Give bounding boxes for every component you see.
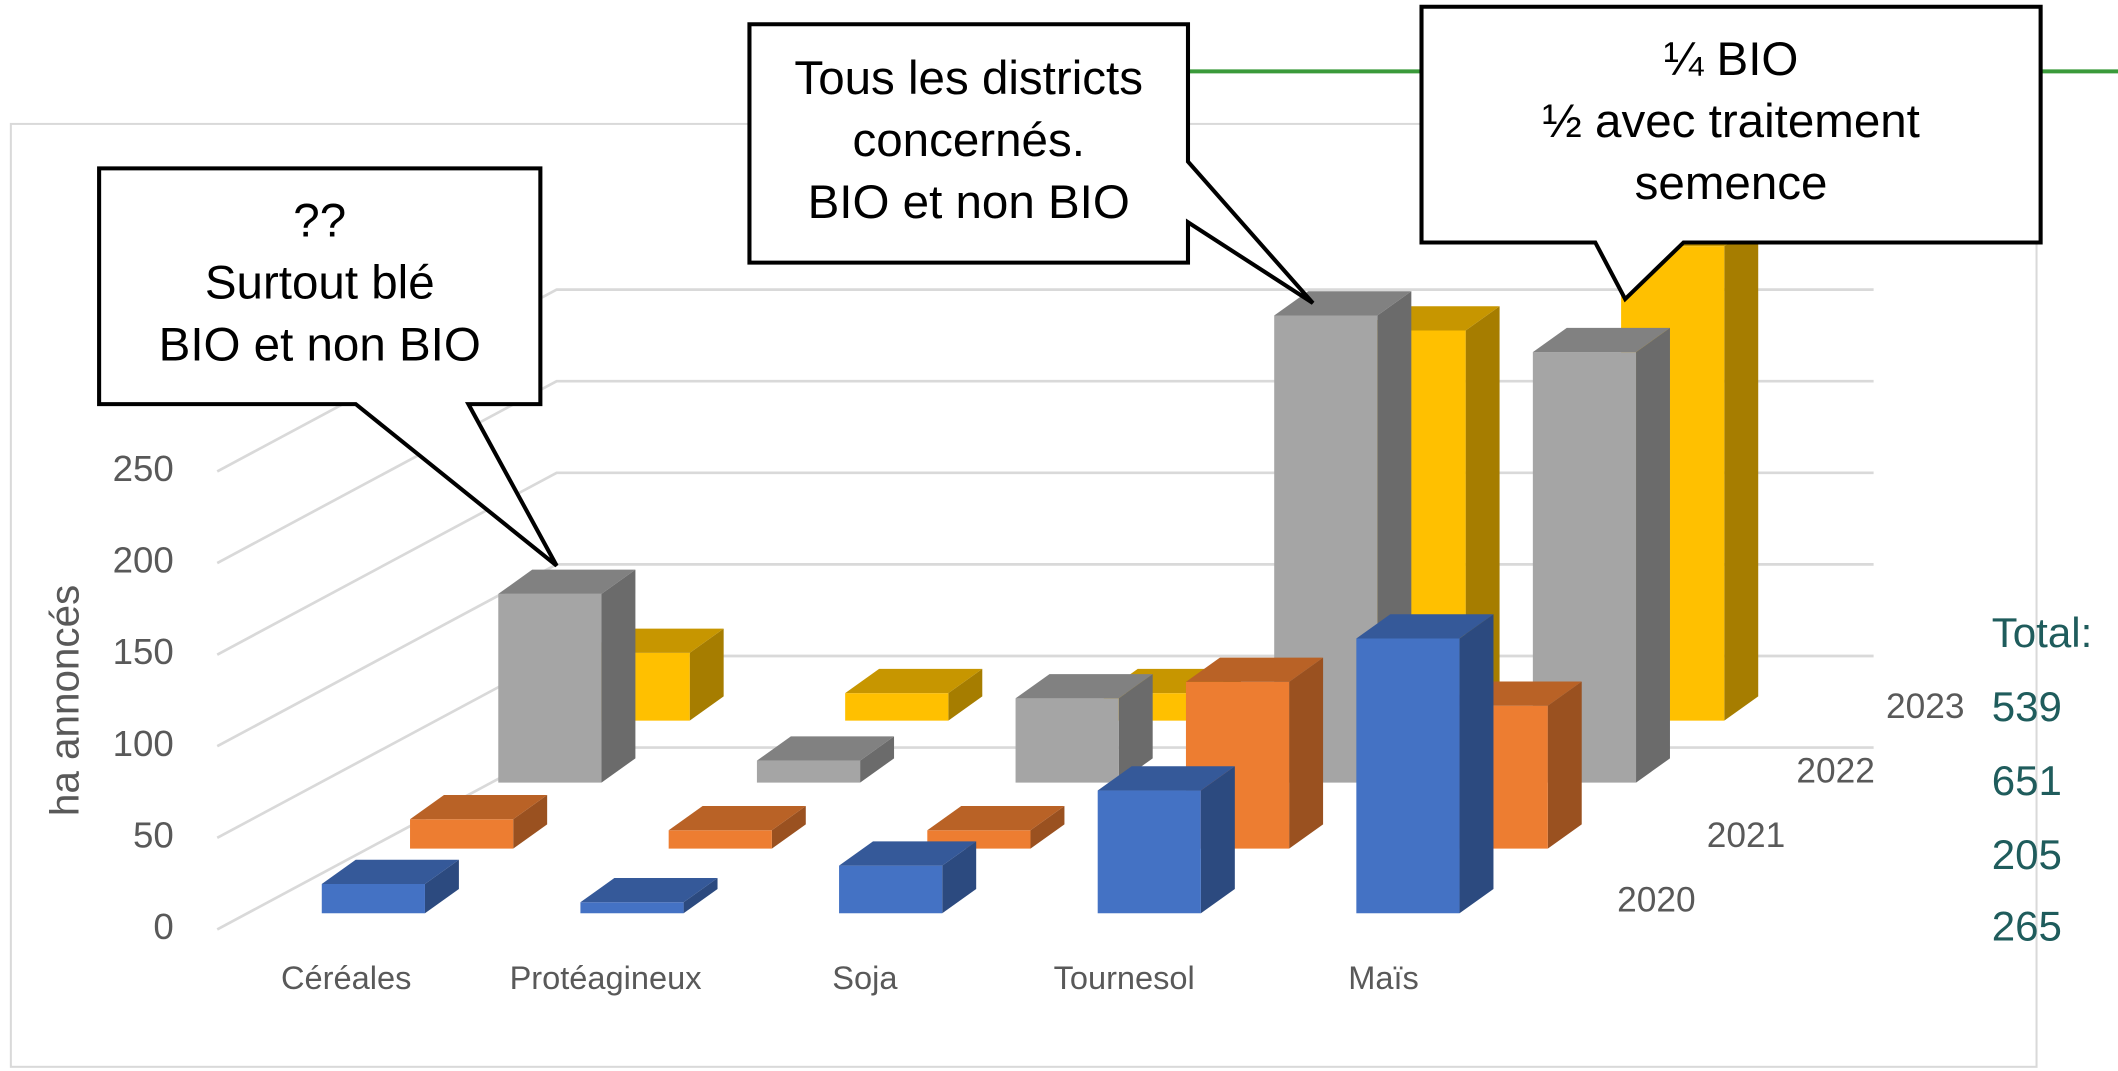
bar-side bbox=[683, 878, 718, 914]
bar-front bbox=[1356, 638, 1460, 914]
grid-line bbox=[216, 288, 1874, 473]
bar-front bbox=[410, 819, 514, 849]
callout-text: ?? bbox=[293, 195, 346, 248]
total-value: 651 bbox=[1992, 757, 2062, 804]
y-tick-label: 150 bbox=[113, 631, 174, 672]
legend-row-label: 2022 bbox=[1796, 752, 1875, 791]
bar-top bbox=[410, 795, 548, 820]
totals-label: Total: bbox=[1992, 609, 2093, 656]
bar-side bbox=[948, 668, 983, 721]
y-tick-label: 200 bbox=[113, 540, 174, 581]
bar-side bbox=[601, 569, 636, 783]
bar-side bbox=[513, 795, 548, 849]
bar bbox=[1356, 614, 1494, 914]
bar-side bbox=[1636, 327, 1670, 783]
bar-top bbox=[1356, 614, 1494, 639]
x-tick-label: Tournesol bbox=[1054, 960, 1195, 996]
callout-box bbox=[1419, 4, 2043, 303]
bar-front bbox=[845, 693, 949, 721]
bar-side bbox=[689, 628, 724, 721]
bar bbox=[1532, 327, 1670, 783]
bar-side bbox=[1459, 614, 1494, 914]
total-value: 265 bbox=[1992, 903, 2062, 950]
bar-top bbox=[580, 878, 718, 903]
callout-text: concernés. bbox=[853, 114, 1085, 167]
bar bbox=[839, 841, 977, 914]
total-value: 205 bbox=[1992, 831, 2062, 878]
bar-side bbox=[1030, 806, 1065, 849]
callout-text: ¼ BIO bbox=[1664, 33, 1799, 86]
bar-front bbox=[498, 593, 602, 783]
callout-text: Surtout blé bbox=[205, 257, 435, 310]
bar bbox=[668, 806, 806, 849]
bar-front bbox=[580, 902, 684, 914]
y-tick-label: 0 bbox=[153, 906, 173, 947]
total-value: 539 bbox=[1992, 683, 2062, 730]
bar bbox=[1097, 766, 1235, 914]
x-tick-label: Céréales bbox=[281, 960, 411, 996]
bar-side bbox=[1200, 766, 1235, 914]
callout-box bbox=[97, 166, 559, 568]
bar-front bbox=[756, 760, 861, 783]
y-axis-label: ha annoncés bbox=[42, 585, 88, 816]
bar-side bbox=[424, 859, 459, 914]
bar-side bbox=[1289, 657, 1324, 849]
callout-text: ½ avec traitement bbox=[1542, 95, 1920, 148]
bar bbox=[580, 878, 718, 914]
legend-row-label: 2021 bbox=[1707, 816, 1786, 855]
x-tick-label: Protéagineux bbox=[510, 960, 702, 996]
bar-side bbox=[942, 841, 977, 914]
bar bbox=[410, 795, 548, 849]
y-tick-label: 250 bbox=[113, 448, 174, 489]
legend-row-label: 2023 bbox=[1886, 687, 1965, 726]
bar-top bbox=[321, 859, 459, 884]
x-tick-label: Maïs bbox=[1348, 960, 1419, 996]
x-tick-label: Soja bbox=[832, 960, 898, 996]
bar bbox=[1621, 221, 1759, 721]
callout-box bbox=[747, 22, 1315, 305]
callout-text: BIO et non BIO bbox=[159, 319, 481, 372]
bar-top bbox=[1185, 657, 1324, 682]
bar-front bbox=[839, 865, 943, 914]
bar-front bbox=[321, 883, 425, 914]
y-tick-label: 100 bbox=[113, 723, 174, 764]
legend-row-label: 2020 bbox=[1617, 881, 1696, 920]
bar bbox=[321, 859, 459, 914]
bar-side bbox=[1724, 221, 1759, 721]
bar-front bbox=[668, 830, 772, 849]
bar-front bbox=[1015, 698, 1119, 783]
bar bbox=[756, 736, 895, 783]
bar bbox=[845, 668, 983, 721]
bar-top bbox=[756, 736, 895, 761]
callout-text: Tous les districts bbox=[794, 52, 1143, 105]
bar-top bbox=[498, 569, 636, 594]
callout-text: semence bbox=[1635, 157, 1828, 210]
bar-top bbox=[927, 806, 1065, 831]
bar-top bbox=[668, 806, 806, 831]
bar bbox=[1015, 674, 1153, 783]
bar-top bbox=[845, 668, 983, 694]
callout-text: BIO et non BIO bbox=[808, 176, 1130, 229]
bar-side bbox=[1547, 681, 1582, 849]
bar-top bbox=[1097, 766, 1235, 791]
bar-side bbox=[771, 806, 806, 849]
bar-front bbox=[1097, 790, 1201, 914]
bar-side bbox=[1118, 674, 1153, 783]
y-tick-label: 50 bbox=[133, 815, 174, 856]
chart: ha annoncés 0 50 100 150 200 250 2023 2022 2021 2… bbox=[9, 4, 2118, 1068]
bar-top bbox=[1015, 674, 1153, 699]
bar-top bbox=[839, 841, 977, 866]
bar-top bbox=[1532, 327, 1670, 353]
bar-side bbox=[860, 736, 895, 783]
bar bbox=[498, 569, 636, 783]
